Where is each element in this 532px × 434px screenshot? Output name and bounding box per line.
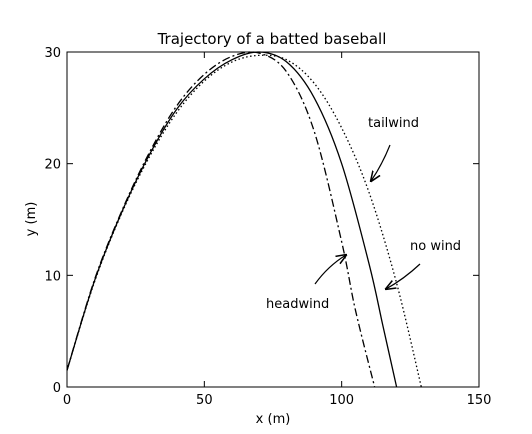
chart-title: Trajectory of a batted baseball: [157, 30, 387, 48]
arrow-no-wind: [386, 263, 421, 289]
x-tick-label: 150: [467, 393, 492, 408]
x-tick-label: 50: [196, 393, 213, 408]
series-line-tailwind: [66, 54, 422, 388]
tick-layer: 0 50 100 150 0 10 20 30: [44, 46, 491, 408]
y-tick-label: 10: [44, 269, 61, 284]
series-line-headwind: [66, 51, 376, 388]
x-tick-label: 0: [63, 393, 71, 408]
plot-frame: [66, 51, 480, 388]
x-tick-label: 100: [329, 393, 354, 408]
x-axis-label: x (m): [256, 412, 291, 427]
arrow-tailwind: [371, 144, 391, 181]
series-layer: [66, 51, 422, 388]
annotation-no-wind: no wind: [410, 239, 461, 254]
y-tick-label: 0: [53, 381, 61, 396]
y-tick-label: 20: [44, 158, 61, 173]
y-axis-label: y (m): [24, 202, 39, 237]
series-line-no-wind: [66, 51, 398, 388]
y-tick-label: 30: [44, 46, 61, 61]
arrow-headwind: [314, 255, 346, 285]
annotation-tailwind: tailwind: [368, 116, 419, 131]
annotation-headwind: headwind: [266, 297, 329, 312]
annotation-layer: tailwind no wind headwind: [266, 116, 461, 312]
